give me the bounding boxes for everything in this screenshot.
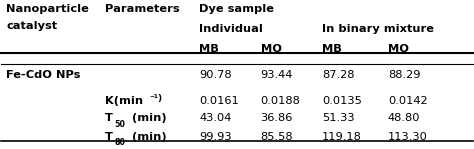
Text: 0.0188: 0.0188 <box>261 96 301 106</box>
Text: 119.18: 119.18 <box>322 132 362 142</box>
Text: MO: MO <box>388 44 409 54</box>
Text: T: T <box>105 113 113 123</box>
Text: 113.30: 113.30 <box>388 132 428 142</box>
Text: T: T <box>105 132 113 142</box>
Text: Nanoparticle: Nanoparticle <box>6 4 89 14</box>
Text: 90.78: 90.78 <box>199 70 232 80</box>
Text: Dye sample: Dye sample <box>199 4 274 14</box>
Text: 0.0161: 0.0161 <box>199 96 239 106</box>
Text: Individual: Individual <box>199 24 263 34</box>
Text: MO: MO <box>261 44 282 54</box>
Text: 85.58: 85.58 <box>261 132 293 142</box>
Text: Fe-CdO NPs: Fe-CdO NPs <box>6 70 81 80</box>
Text: (min): (min) <box>132 132 166 142</box>
Text: 43.04: 43.04 <box>199 113 232 123</box>
Text: MB: MB <box>199 44 219 54</box>
Text: 80: 80 <box>115 138 125 147</box>
Text: K(min: K(min <box>105 96 143 106</box>
Text: 0.0135: 0.0135 <box>322 96 362 106</box>
Text: MB: MB <box>322 44 342 54</box>
Text: In binary mixture: In binary mixture <box>322 24 434 34</box>
Text: 99.93: 99.93 <box>199 132 232 142</box>
Text: catalyst: catalyst <box>6 21 57 31</box>
Text: 48.80: 48.80 <box>388 113 420 123</box>
Text: ⁻¹): ⁻¹) <box>149 94 163 103</box>
Text: (min): (min) <box>132 113 166 123</box>
Text: 51.33: 51.33 <box>322 113 355 123</box>
Text: Parameters: Parameters <box>105 4 180 14</box>
Text: 88.29: 88.29 <box>388 70 420 80</box>
Text: 87.28: 87.28 <box>322 70 355 80</box>
Text: 0.0142: 0.0142 <box>388 96 428 106</box>
Text: 93.44: 93.44 <box>261 70 293 80</box>
Text: 36.86: 36.86 <box>261 113 293 123</box>
Text: 50: 50 <box>115 119 125 129</box>
